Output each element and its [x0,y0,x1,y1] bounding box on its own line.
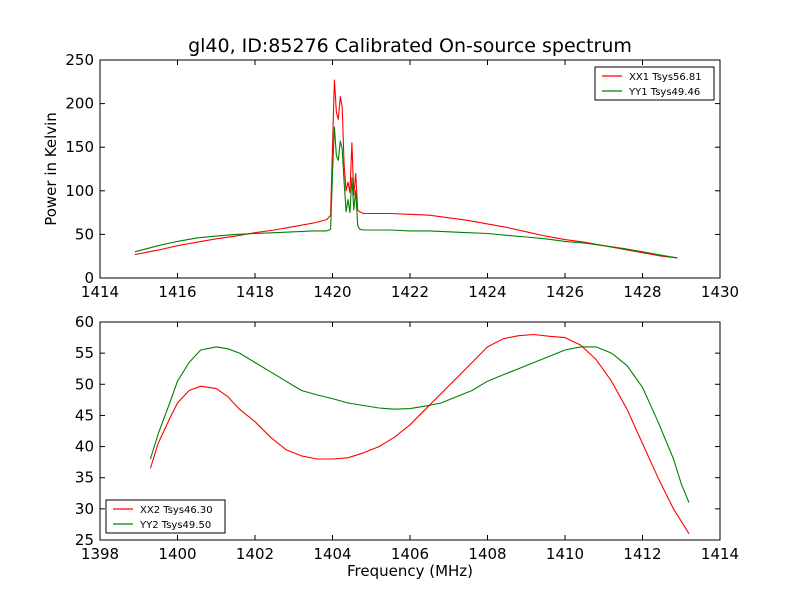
chart-title: gl40, ID:85276 Calibrated On-source spec… [188,35,632,57]
series-line-green [134,126,678,259]
legend: XX2 Tsys46.30 YY2 Tsys49.50 [105,499,226,534]
x-tick-label: 1426 [546,283,584,301]
x-tick-label: 1430 [701,283,739,301]
x-tick-label: 1428 [623,283,661,301]
y-tick-label: 50 [75,375,94,393]
x-tick-label: 1400 [158,545,196,563]
y-tick-label: 250 [65,51,94,69]
legend-entry-label: YY2 Tsys49.50 [139,520,211,531]
series-line-green [149,346,690,503]
bottom-panel: 1398 1400 1402 1404 1406 1408 1410 1412 1414 25 30… [75,313,739,580]
x-tick-label: 1402 [236,545,274,563]
series-line-red [149,333,690,535]
y-tick-label: 0 [84,269,94,287]
legend: XX1 Tsys56.81 YY1 Tsys49.46 [594,66,715,101]
series-line-red [134,79,678,259]
legend-entry-label: YY1 Tsys49.46 [628,87,700,98]
y-tick-label: 50 [75,225,94,243]
legend-entry-label: XX1 Tsys56.81 [629,72,702,83]
x-tick-label: 1424 [468,283,506,301]
y-tick-label: 200 [65,95,94,113]
y-tick-label: 100 [65,182,94,200]
x-tick-label: 1410 [546,545,584,563]
y-tick-label: 30 [75,500,94,518]
y-tick-label: 150 [65,138,94,156]
y-axis-label: Power in Kelvin [42,112,60,226]
x-tick-label: 1404 [313,545,351,563]
top-panel: 1414 1416 1418 1420 1422 1424 1426 1428 1430 0 50 1… [42,51,739,301]
x-tick-label: 1416 [158,283,196,301]
y-tick-label: 45 [75,406,94,424]
x-tick-label: 1420 [313,283,351,301]
x-tick-label: 1422 [391,283,429,301]
x-tick-label: 1406 [391,545,429,563]
y-tick-label: 35 [75,469,94,487]
x-tick-label: 1412 [623,545,661,563]
x-tick-label: 1398 [81,545,119,563]
legend-entry-label: XX2 Tsys46.30 [140,505,213,516]
legend-box [594,66,715,101]
y-tick-label: 25 [75,531,94,549]
legend-box [105,499,226,534]
x-tick-label: 1408 [468,545,506,563]
x-axis-label: Frequency (MHz) [347,562,473,580]
y-tick-label: 40 [75,438,94,456]
x-tick-label: 1414 [81,283,119,301]
x-tick-label: 1418 [236,283,274,301]
y-tick-label: 55 [75,344,94,362]
x-tick-label: 1414 [701,545,739,563]
y-tick-label: 60 [75,313,94,331]
